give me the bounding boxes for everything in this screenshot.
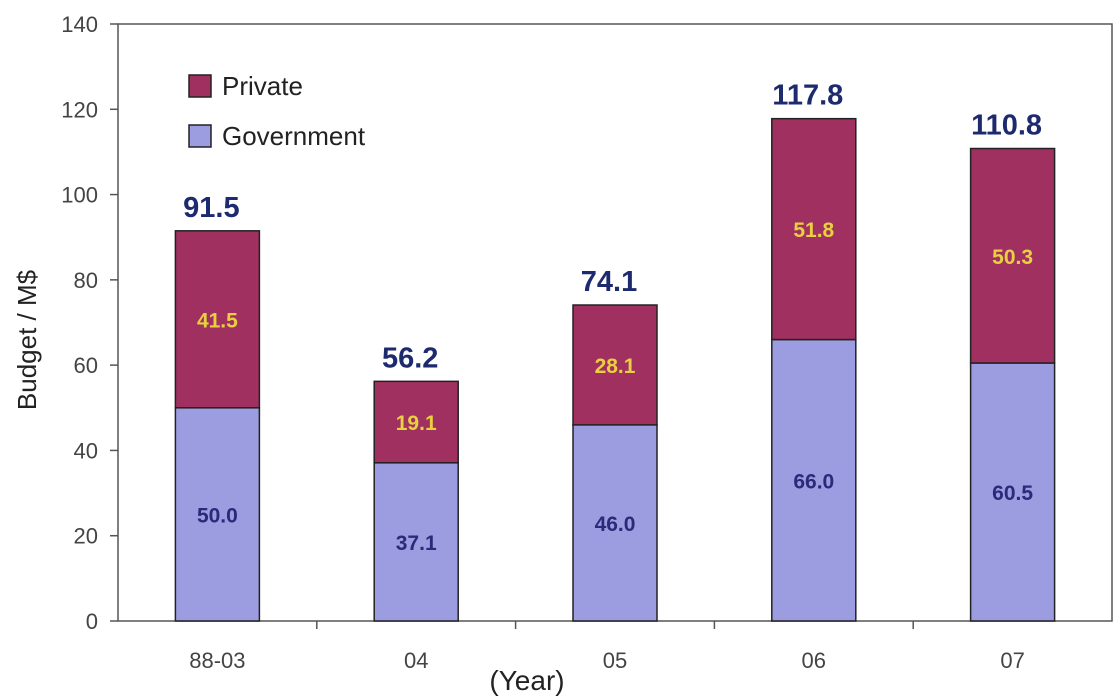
data-label-government: 50.0 — [197, 504, 238, 527]
data-label-private: 41.5 — [197, 309, 238, 332]
bar-private — [771, 117, 857, 341]
x-tick-label: 07 — [1000, 648, 1024, 673]
legend-swatch-private — [188, 74, 212, 98]
bar-private — [373, 380, 459, 464]
data-label-private: 28.1 — [595, 355, 636, 378]
total-label: 91.5 — [183, 192, 239, 224]
y-tick-label: 20 — [74, 524, 98, 549]
bar-private — [572, 304, 658, 426]
bar-government — [174, 407, 261, 622]
x-axis: 88-03 04 05 06 07 — [189, 621, 1025, 673]
data-label-government: 66.0 — [793, 470, 834, 493]
x-tick-label: 06 — [802, 648, 826, 673]
y-tick-label: 120 — [61, 97, 98, 122]
total-label: 110.8 — [971, 110, 1042, 142]
x-tick-label: 05 — [603, 648, 627, 673]
legend-label-government: Government — [222, 121, 366, 151]
y-axis: 0 20 40 60 80 100 120 140 — [61, 12, 118, 634]
x-axis-title: (Year) — [489, 665, 564, 696]
legend-label-private: Private — [222, 71, 303, 101]
y-axis-title: Budget / M$ — [12, 269, 42, 410]
bar-private — [969, 147, 1056, 364]
legend-box — [178, 62, 430, 162]
y-tick-label: 100 — [61, 183, 98, 208]
x-tick-label: 04 — [404, 648, 428, 673]
bars — [174, 117, 1056, 622]
data-label-private: 50.3 — [992, 246, 1033, 269]
bar-government — [771, 338, 857, 622]
data-label-private: 19.1 — [396, 412, 437, 435]
data-label-government: 46.0 — [595, 513, 636, 536]
y-tick-label: 40 — [74, 438, 98, 463]
y-tick-label: 60 — [74, 353, 98, 378]
data-label-government: 60.5 — [992, 482, 1033, 505]
total-label: 56.2 — [382, 342, 438, 374]
y-tick-label: 80 — [74, 268, 98, 293]
bar-government — [373, 462, 459, 622]
bar-government — [572, 424, 658, 622]
x-tick-label: 88-03 — [189, 648, 245, 673]
total-label: 117.8 — [772, 80, 843, 112]
data-label-private: 51.8 — [793, 219, 834, 242]
y-tick-label: 140 — [61, 12, 98, 37]
total-label: 74.1 — [581, 266, 637, 298]
data-label-government: 37.1 — [396, 532, 437, 555]
bar-government — [969, 362, 1056, 622]
bar-private — [174, 230, 261, 409]
legend-swatch-government — [188, 124, 212, 148]
legend: Private Government — [178, 62, 430, 162]
y-tick-label: 0 — [86, 609, 98, 634]
bar-labels: 50.0 41.5 91.5 37.1 19.1 56.2 46.0 28.1 74.1 66.0… — [183, 80, 1042, 555]
